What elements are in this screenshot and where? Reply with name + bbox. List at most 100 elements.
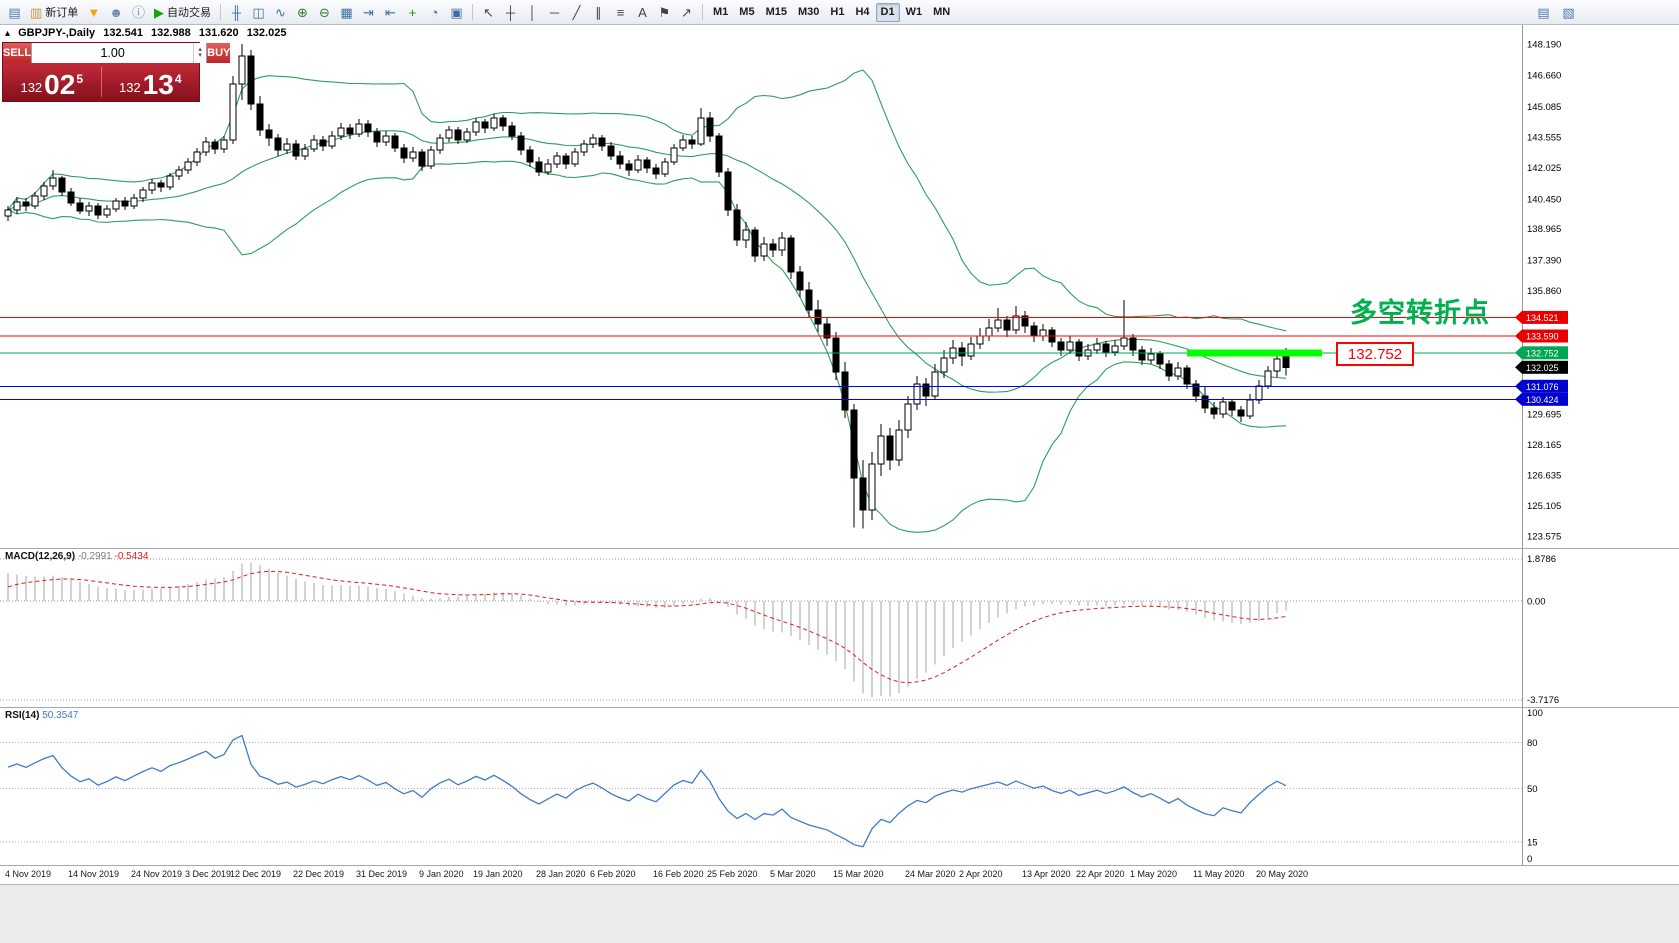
- timeframe-w1[interactable]: W1: [901, 3, 928, 22]
- ask-pipette: 4: [174, 72, 182, 86]
- price-axis-tick: 146.660: [1527, 70, 1561, 81]
- horizontal-line-objects: [0, 316, 1522, 400]
- collapse-panel-icon[interactable]: ▴: [5, 28, 11, 39]
- bid-pipette: 5: [76, 72, 84, 86]
- volume-input[interactable]: [32, 43, 194, 63]
- candlestick-chart-icon[interactable]: ◫: [248, 2, 269, 23]
- macd-name: MACD(12,26,9): [5, 551, 76, 562]
- bid-price[interactable]: 132 02 5: [3, 63, 101, 101]
- volume-up-icon[interactable]: ▴: [198, 46, 202, 53]
- time-label: 15 Mar 2020: [833, 869, 884, 879]
- rsi-label: RSI(14) 50.3547: [5, 710, 78, 721]
- bid-integer: 132: [20, 79, 43, 95]
- arrows-icon[interactable]: ↗: [676, 2, 697, 23]
- svg-text:132.752: 132.752: [1526, 348, 1559, 358]
- timeframe-m15[interactable]: M15: [761, 3, 792, 22]
- price-axis-tick: 126.635: [1527, 471, 1561, 482]
- trendline-icon[interactable]: ╱: [566, 2, 587, 23]
- turning-point-annotation[interactable]: 多空转折点: [1350, 298, 1490, 328]
- zoom-in-icon[interactable]: ⊕: [292, 2, 313, 23]
- timeframe-h1[interactable]: H1: [825, 3, 849, 22]
- time-label: 28 Jan 2020: [536, 869, 586, 879]
- support-icon[interactable]: ⓘ: [128, 2, 149, 23]
- toolbar: ▤ ▥ 新订单 ▼ ☻ ⓘ ▶ 自动交易 ╫ ◫ ∿ ⊕ ⊖ ▦ ⇥ ⇤ + ◔ ▣ ↖ ┼ │ ─ ╱ ∥ ≡ A ⚑ ↗ M1 M5 M1…: [0, 0, 1679, 25]
- time-label: 3 Dec 2019: [185, 869, 232, 879]
- timeframe-h4[interactable]: H4: [850, 3, 874, 22]
- new-order-button[interactable]: ▥ 新订单: [26, 2, 82, 23]
- trendline-icon: ╱: [572, 4, 581, 20]
- vertical-line-icon[interactable]: │: [522, 2, 543, 23]
- highlight-bar[interactable]: [1187, 349, 1322, 357]
- panel-splitter: [0, 865, 1679, 866]
- data-window-icon[interactable]: ▤: [1533, 2, 1554, 23]
- price-axis-tick: 123.575: [1527, 532, 1561, 543]
- auto-scroll-icon[interactable]: ⇥: [358, 2, 379, 23]
- support-icon: ⓘ: [131, 4, 145, 20]
- price-flag: 132.025: [1515, 360, 1568, 374]
- crosshair-icon[interactable]: ┼: [500, 2, 521, 23]
- rsi-background: [0, 708, 1679, 865]
- cursor-icon[interactable]: ↖: [478, 2, 499, 23]
- tile-windows-icon[interactable]: ▦: [336, 2, 357, 23]
- new-chart-icon[interactable]: ▤: [4, 2, 25, 23]
- time-label: 9 Jan 2020: [419, 869, 464, 879]
- new-order-button-label: 新订单: [45, 7, 79, 19]
- strategy-tester-icon[interactable]: ▧: [1558, 2, 1579, 23]
- time-label: 22 Apr 2020: [1076, 869, 1125, 879]
- price-axis-tick: 148.190: [1527, 40, 1561, 51]
- autotrading-button[interactable]: ▶ 自动交易: [150, 2, 215, 23]
- bar-chart-icon[interactable]: ╫: [226, 2, 247, 23]
- price-flag: 134.521: [1515, 310, 1568, 324]
- rsi-line: [7, 734, 1287, 848]
- templates-icon[interactable]: ▣: [446, 2, 467, 23]
- label-icon[interactable]: ⚑: [654, 2, 675, 23]
- timeframe-m30-label: M30: [797, 6, 820, 18]
- time-label: 25 Feb 2020: [707, 869, 758, 879]
- one-click-trading-panel: SELL ▴ ▾ BUY 132 02 5 132 13 4: [2, 42, 231, 102]
- text-icon[interactable]: A: [632, 2, 653, 23]
- fibonacci-icon[interactable]: ≡: [610, 2, 631, 23]
- time-axis: 4 Nov 2019 14 Nov 2019 24 Nov 2019 3 Dec 20…: [0, 866, 1679, 884]
- timeframe-m1[interactable]: M1: [708, 3, 733, 22]
- timeframe-m5[interactable]: M5: [734, 3, 759, 22]
- time-label: 20 May 2020: [1256, 869, 1309, 879]
- price-callout[interactable]: 132.752: [1336, 342, 1414, 366]
- timeframe-mn-label: MN: [933, 6, 951, 18]
- ask-price[interactable]: 132 13 4: [102, 63, 200, 101]
- macd-axis-tick: 1.8786: [1527, 554, 1556, 565]
- market-icon[interactable]: ▼: [83, 2, 104, 23]
- timeframe-m30[interactable]: M30: [793, 3, 824, 22]
- price-flags: 134.521 133.590 132.752 131.076 130.424 132.0…: [1515, 310, 1568, 406]
- ohlc-open: 132.541: [103, 27, 143, 39]
- macd-signal-line: [7, 570, 1287, 684]
- signals-icon[interactable]: ☻: [105, 2, 127, 23]
- price-flag: 130.424: [1515, 392, 1568, 406]
- horizontal-line-icon[interactable]: ─: [544, 2, 565, 23]
- data-window-icon: ▤: [1537, 4, 1550, 20]
- time-label: 24 Nov 2019: [131, 869, 183, 879]
- buy-button[interactable]: BUY: [207, 43, 231, 63]
- line-chart-icon[interactable]: ∿: [270, 2, 291, 23]
- time-label: 16 Feb 2020: [653, 869, 704, 879]
- sell-button[interactable]: SELL: [3, 43, 32, 63]
- zoom-out-icon[interactable]: ⊖: [314, 2, 335, 23]
- indicators-icon[interactable]: +: [402, 2, 423, 23]
- price-axis-tick: 125.105: [1527, 501, 1561, 512]
- volume-down-icon[interactable]: ▾: [198, 52, 202, 59]
- periods-icon[interactable]: ◔: [424, 2, 445, 23]
- timeframe-d1[interactable]: D1: [875, 2, 900, 22]
- timeframe-mn[interactable]: MN: [928, 3, 955, 22]
- svg-text:134.521: 134.521: [1526, 313, 1559, 323]
- symbol-info: ▴ GBPJPY-,Daily 132.541 132.988 131.620 …: [5, 27, 291, 39]
- channel-icon[interactable]: ∥: [588, 2, 609, 23]
- panel-splitter[interactable]: [0, 548, 1679, 549]
- chart-shift-icon[interactable]: ⇤: [380, 2, 401, 23]
- label-icon: ⚑: [658, 4, 671, 20]
- price-axis: 148.190 146.660 145.085 143.555 142.025 140.4…: [1527, 40, 1561, 543]
- timeframe-d1-label: D1: [880, 6, 895, 18]
- time-label: 12 Dec 2019: [230, 869, 282, 879]
- horizontal-line-icon: ─: [549, 4, 560, 20]
- strategy-tester-icon: ▧: [1562, 4, 1575, 20]
- trade-panel-prices: 132 02 5 132 13 4: [3, 63, 199, 101]
- panel-splitter[interactable]: [0, 707, 1679, 708]
